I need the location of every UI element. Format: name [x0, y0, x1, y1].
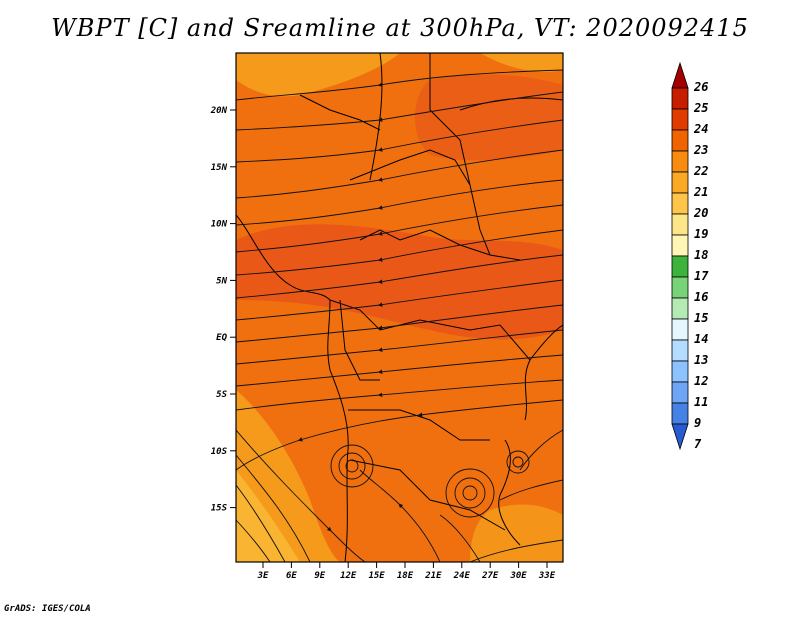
latitude-axis: 20N 15N 10N 5N EQ 5S 10S 15S — [210, 106, 236, 514]
lat-tick-label: 10N — [211, 220, 228, 230]
lon-tick-label: 21E — [424, 571, 442, 581]
cool-region-northwest — [236, 53, 400, 97]
colorbar-label: 15 — [694, 311, 708, 325]
map-frame — [235, 52, 564, 563]
colorbar-label: 14 — [694, 332, 708, 346]
colorbar-swatch — [671, 297, 689, 320]
lat-tick-label: 10S — [211, 447, 228, 457]
colorbar-label: 12 — [694, 374, 708, 388]
cool-region-southwest-edge — [236, 470, 300, 562]
lat-tick-label: 15S — [211, 504, 228, 514]
lon-tick-label: 3E — [257, 571, 269, 581]
colorbar-swatch — [671, 192, 689, 215]
cool-region-southeast — [470, 504, 563, 562]
colorbar-label: 21 — [693, 185, 708, 199]
lon-tick-label: 12E — [340, 571, 357, 581]
lat-tick-label: 5N — [216, 276, 227, 286]
lon-tick-label: 24E — [453, 571, 471, 581]
colorbar: 26 25 24 23 22 21 20 19 18 17 16 15 14 13 12 11 9 7 — [671, 61, 709, 451]
colorbar-label: 17 — [694, 269, 709, 283]
colorbar-max-arrow — [671, 61, 689, 89]
lon-tick-label: 6E — [286, 571, 297, 581]
colorbar-swatch — [671, 234, 689, 257]
colorbar-label: 18 — [694, 248, 708, 262]
colorbar-min-arrow — [671, 423, 689, 451]
colorbar-swatch — [671, 360, 689, 383]
colorbar-swatch — [671, 129, 689, 152]
coastlines — [236, 53, 563, 562]
colorbar-swatch — [671, 381, 689, 404]
lon-tick-label: 33E — [538, 571, 556, 581]
colorbar-swatch — [671, 87, 689, 110]
colorbar-label: 9 — [694, 416, 701, 430]
warm-region — [236, 224, 563, 340]
colorbar-swatch — [671, 339, 689, 362]
lon-tick-label: 9E — [314, 571, 325, 581]
colorbar-label: 24 — [693, 122, 708, 136]
lat-tick-label: 20N — [210, 106, 228, 116]
lon-tick-label: 30E — [509, 571, 527, 581]
lon-tick-label: 27E — [481, 571, 499, 581]
colorbar-label: 16 — [694, 290, 708, 304]
colorbar-swatch — [671, 276, 689, 299]
lat-tick-label: 5S — [216, 390, 227, 400]
colorbar-label: 13 — [694, 353, 708, 367]
map-title: WBPT [C] and Sreamline at 300hPa, VT: 20… — [51, 14, 749, 42]
colorbar-label: 26 — [693, 80, 708, 94]
colorbar-label: 19 — [694, 227, 708, 241]
colorbar-label: 23 — [693, 143, 708, 157]
colorbar-label: 20 — [693, 206, 708, 220]
cool-region-northeast — [480, 53, 563, 72]
colorbar-swatch — [671, 150, 689, 173]
colorbar-label: 25 — [693, 101, 708, 115]
vortices — [330, 444, 530, 518]
colorbar-label: 11 — [694, 395, 708, 409]
lon-tick-label: 15E — [368, 571, 385, 581]
colorbar-label: 7 — [694, 437, 702, 451]
colorbar-swatch — [671, 171, 689, 194]
credit-text: GrADS: IGES/COLA — [4, 604, 91, 614]
colorbar-label: 22 — [693, 164, 708, 178]
colorbar-swatch — [671, 402, 689, 425]
colorbar-swatch — [671, 255, 689, 278]
lat-tick-label: EQ — [216, 333, 227, 343]
warm-region-north — [415, 74, 563, 161]
longitude-axis: 3E 6E 9E 12E 15E 18E 21E 24E 27E 30E 33E — [257, 562, 556, 581]
lon-tick-label: 18E — [397, 571, 414, 581]
streamlines — [236, 69, 563, 562]
colorbar-swatch — [671, 108, 689, 131]
colorbar-swatch — [671, 213, 689, 236]
colorbar-swatch — [671, 318, 689, 341]
lat-tick-label: 15N — [211, 163, 228, 173]
